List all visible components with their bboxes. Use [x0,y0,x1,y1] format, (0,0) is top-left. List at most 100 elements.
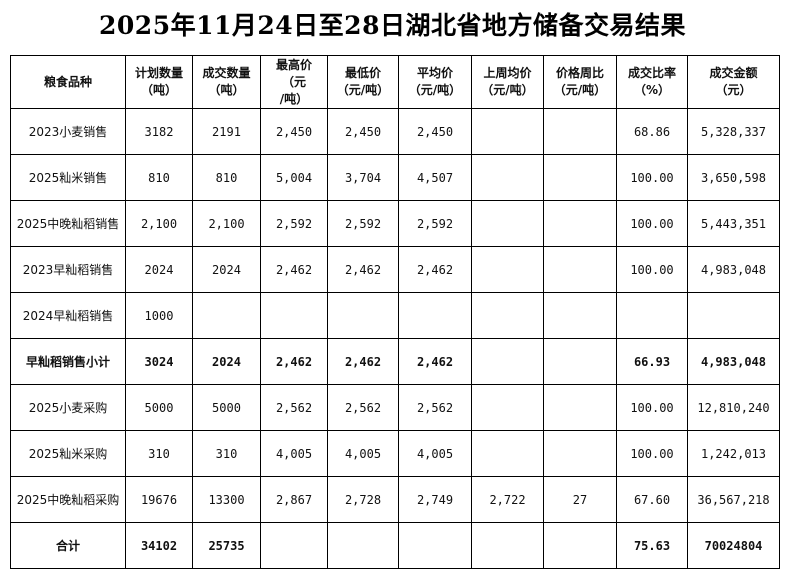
cell-grain-type: 早籼稻销售小计 [10,338,126,385]
cell-min-price: 2,728 [327,476,399,523]
cell-planned-qty: 1000 [125,292,193,339]
cell-planned-qty: 3024 [125,338,193,385]
header-avg-price: 平均价 （元/吨） [398,55,472,109]
cell-week-change [543,154,617,201]
page-title: 2025年11月24日至28日湖北省地方储备交易结果 [99,11,686,40]
cell-trade-amount: 36,567,218 [687,476,780,523]
cell-avg-price: 4,507 [398,154,472,201]
cell-week-change [543,292,617,339]
header-trade-amount: 成交金额 （元） [687,55,780,109]
cell-trade-amount: 1,242,013 [687,430,780,477]
cell-min-price: 4,005 [327,430,399,477]
cell-week-change [543,338,617,385]
cell-trade-amount: 12,810,240 [687,384,780,431]
cell-week-change [543,108,617,155]
cell-avg-price: 2,462 [398,246,472,293]
table-row: 早籼稻销售小计 3024 2024 2,462 2,462 2,462 66.93 4,983… [10,338,780,385]
header-max-price: 最高价 （元 /吨） [260,55,328,109]
cell-planned-qty: 2,100 [125,200,193,247]
cell-grain-type: 2024早籼稻销售 [10,292,126,339]
cell-max-price [260,292,328,339]
cell-traded-qty: 310 [192,430,261,477]
cell-last-week-avg [471,246,544,293]
cell-avg-price: 4,005 [398,430,472,477]
cell-max-price [260,522,328,569]
table-row: 2025中晚籼稻采购 19676 13300 2,867 2,728 2,749 2,722… [10,476,780,523]
cell-planned-qty: 2024 [125,246,193,293]
cell-trade-rate: 100.00 [616,154,688,201]
cell-week-change [543,430,617,477]
cell-week-change: 27 [543,476,617,523]
cell-trade-rate: 100.00 [616,200,688,247]
cell-planned-qty: 5000 [125,384,193,431]
cell-traded-qty [192,292,261,339]
cell-planned-qty: 3182 [125,108,193,155]
cell-grain-type: 2023小麦销售 [10,108,126,155]
cell-traded-qty: 2,100 [192,200,261,247]
cell-traded-qty: 5000 [192,384,261,431]
cell-grain-type: 合计 [10,522,126,569]
cell-last-week-avg [471,292,544,339]
cell-grain-type: 2023早籼稻销售 [10,246,126,293]
cell-planned-qty: 34102 [125,522,193,569]
cell-avg-price: 2,749 [398,476,472,523]
cell-traded-qty: 25735 [192,522,261,569]
cell-last-week-avg: 2,722 [471,476,544,523]
trade-results-table: 粮食品种 计划数量 （吨） 成交数量 （吨） 最高价 （元 /吨） 最低价 （元/吨）平… [10,55,780,569]
cell-last-week-avg [471,154,544,201]
cell-trade-rate [616,292,688,339]
cell-trade-amount: 4,983,048 [687,338,780,385]
cell-week-change [543,200,617,247]
cell-week-change [543,522,617,569]
cell-last-week-avg [471,384,544,431]
cell-last-week-avg [471,522,544,569]
table-row: 2025小麦采购 5000 5000 2,562 2,562 2,562 100.00 12,… [10,384,780,431]
cell-planned-qty: 810 [125,154,193,201]
cell-min-price: 3,704 [327,154,399,201]
cell-trade-amount: 5,443,351 [687,200,780,247]
cell-traded-qty: 2024 [192,246,261,293]
cell-avg-price: 2,462 [398,338,472,385]
header-trade-rate: 成交比率 （%） [616,55,688,109]
cell-trade-rate: 75.63 [616,522,688,569]
cell-traded-qty: 810 [192,154,261,201]
cell-avg-price: 2,562 [398,384,472,431]
cell-max-price: 5,004 [260,154,328,201]
cell-traded-qty: 13300 [192,476,261,523]
header-grain-type: 粮食品种 [10,55,126,109]
cell-min-price: 2,450 [327,108,399,155]
cell-trade-rate: 67.60 [616,476,688,523]
cell-max-price: 2,462 [260,246,328,293]
cell-avg-price: 2,592 [398,200,472,247]
cell-max-price: 2,562 [260,384,328,431]
cell-trade-amount: 5,328,337 [687,108,780,155]
header-last-week-avg: 上周均价 （元/吨） [471,55,544,109]
cell-week-change [543,246,617,293]
cell-traded-qty: 2024 [192,338,261,385]
header-traded-qty: 成交数量 （吨） [192,55,261,109]
cell-trade-amount: 4,983,048 [687,246,780,293]
table-row: 2024早籼稻销售 1000 [10,292,780,339]
table-row: 2025中晚籼稻销售 2,100 2,100 2,592 2,592 2,592 100.0… [10,200,780,247]
cell-traded-qty: 2191 [192,108,261,155]
cell-trade-amount [687,292,780,339]
table-row: 合计 34102 25735 75.63 70024804 [10,522,780,569]
cell-trade-amount: 3,650,598 [687,154,780,201]
cell-trade-rate: 100.00 [616,430,688,477]
cell-trade-amount: 70024804 [687,522,780,569]
cell-grain-type: 2025中晚籼稻销售 [10,200,126,247]
cell-avg-price [398,522,472,569]
cell-last-week-avg [471,430,544,477]
cell-last-week-avg [471,200,544,247]
cell-trade-rate: 68.86 [616,108,688,155]
cell-planned-qty: 19676 [125,476,193,523]
header-row: 粮食品种 计划数量 （吨） 成交数量 （吨） 最高价 （元 /吨） 最低价 （元/吨）平… [10,55,780,109]
cell-week-change [543,384,617,431]
table-row: 2025籼米采购 310 310 4,005 4,005 4,005 100.00 1,242… [10,430,780,477]
cell-max-price: 2,867 [260,476,328,523]
cell-last-week-avg [471,108,544,155]
cell-avg-price [398,292,472,339]
header-week-change: 价格周比 （元/吨） [543,55,617,109]
cell-grain-type: 2025籼米采购 [10,430,126,477]
cell-min-price [327,522,399,569]
